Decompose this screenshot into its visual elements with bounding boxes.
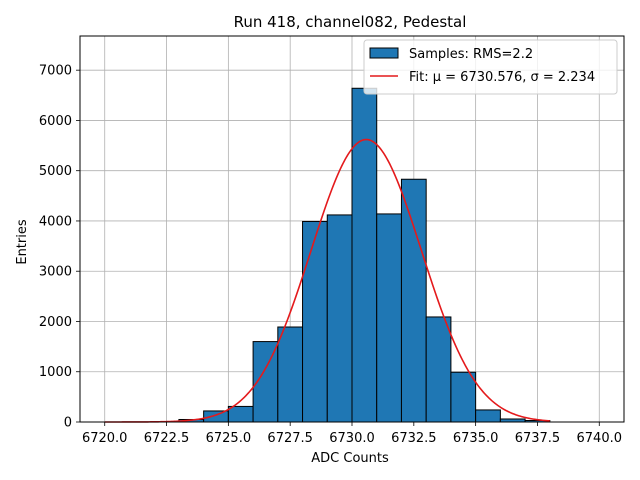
x-tick-label: 6732.5 [391,431,437,446]
histogram-bar [475,409,501,423]
y-tick-label: 7000 [39,64,72,79]
y-tick-label: 1000 [39,365,72,380]
x-tick-label: 6725.0 [206,431,252,446]
histogram-bar [400,178,427,423]
y-tick-label: 4000 [39,214,72,229]
y-tick-label: 5000 [39,164,72,179]
x-tick-label: 6722.5 [144,431,190,446]
y-axis-label: Entries [15,219,30,265]
x-tick-label: 6735.0 [453,431,499,446]
x-tick-label: 6740.0 [577,431,623,446]
y-axis-ticks: 0 1000 2000 3000 4000 5000 6000 7000 [39,64,80,431]
histogram-bar [376,213,402,423]
legend-patch-samples [369,47,399,59]
legend-label-fit: Fit: μ = 6730.576, σ = 2.234 [409,70,595,85]
histogram-bar [425,316,452,423]
histogram-bar [450,371,477,423]
x-axis-label: ADC Counts [311,451,389,466]
histogram-bar [326,214,353,423]
histogram-bar [302,220,328,423]
legend-label-samples: Samples: RMS=2.2 [409,47,533,62]
y-tick-label: 0 [64,416,72,431]
y-tick-label: 3000 [39,265,72,280]
y-tick-label: 2000 [39,315,72,330]
histogram-bar [227,405,254,423]
fit-curve [104,138,550,423]
histogram-bar [203,410,229,423]
x-tick-label: 6737.5 [515,431,561,446]
legend: Samples: RMS=2.2 Fit: μ = 6730.576, σ = … [363,39,618,95]
legend-box [363,39,618,95]
x-tick-label: 6720.0 [82,431,128,446]
histogram-bar [277,326,304,423]
histogram-bar [351,87,378,423]
y-tick-label: 6000 [39,114,72,129]
x-axis-ticks: 6720.0 6722.5 6725.0 6727.5 6730.0 6732.5 6735… [82,422,622,446]
x-tick-label: 6730.0 [329,431,375,446]
chart-title: Run 418, channel082, Pedestal [234,13,467,31]
x-tick-label: 6727.5 [267,431,313,446]
